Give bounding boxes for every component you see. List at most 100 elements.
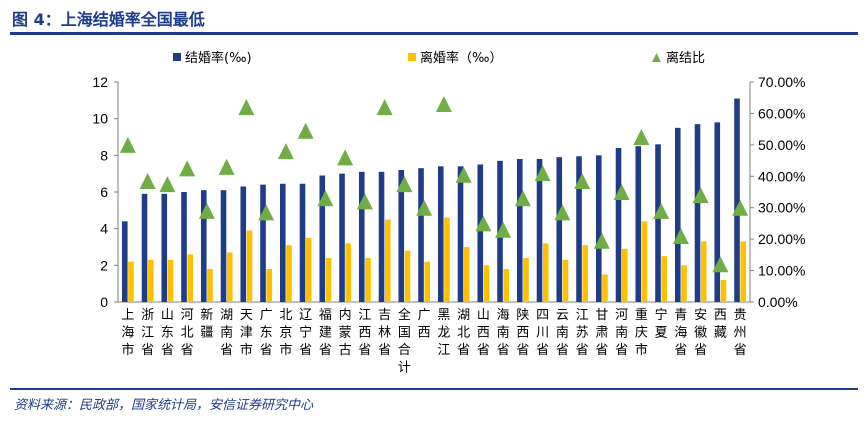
- markers-layer: [119, 96, 749, 273]
- bar-divorce: [523, 258, 529, 302]
- category-label: 福建省: [319, 308, 332, 358]
- category-label: 河南省: [615, 308, 628, 358]
- bar-marriage: [220, 190, 227, 302]
- category-label: 河北省: [181, 308, 194, 358]
- marker-ratio: [218, 158, 235, 175]
- left-tick-label: 10: [92, 111, 108, 127]
- bar-divorce: [444, 217, 450, 302]
- left-tick-label: 0: [100, 294, 108, 310]
- category-label: 江西省: [358, 308, 371, 358]
- bar-divorce: [187, 254, 194, 302]
- marker-ratio: [396, 176, 413, 193]
- bar-marriage: [121, 221, 128, 302]
- marker-ratio: [258, 204, 275, 221]
- bar-divorce: [720, 280, 727, 302]
- marker-ratio: [179, 160, 196, 177]
- category-label: 全国合计: [398, 307, 411, 376]
- legend-label-ratio: 离结比: [666, 50, 705, 66]
- marker-ratio: [435, 96, 452, 112]
- bar-marriage: [734, 98, 740, 302]
- category-label: 吉林省: [378, 308, 391, 358]
- category-label: 四川省: [536, 308, 549, 358]
- bar-marriage: [200, 190, 207, 302]
- marker-ratio: [534, 165, 551, 182]
- bar-divorce: [621, 248, 628, 302]
- category-label: 浙江省: [141, 308, 154, 358]
- left-tick-label: 6: [100, 184, 108, 200]
- marker-ratio: [356, 193, 373, 210]
- bar-marriage: [477, 164, 484, 302]
- category-label: 重庆市: [635, 307, 648, 358]
- right-axis: 0.00% 10.00% 20.00% 30.00% 40.00% 50.00% 60.00…: [749, 74, 805, 310]
- source-divider: [10, 388, 858, 390]
- bar-divorce: [582, 245, 589, 302]
- bar-marriage: [595, 155, 602, 302]
- category-label: 宁夏: [655, 307, 668, 341]
- left-axis: 0 2 4 6 8 10 12: [92, 74, 750, 310]
- category-label: 贵州省: [734, 308, 747, 358]
- category-label: 云南省: [556, 308, 569, 358]
- title-divider: [10, 32, 858, 35]
- category-label: 北京市: [279, 308, 292, 358]
- marker-ratio: [554, 204, 571, 221]
- bar-divorce: [404, 250, 411, 302]
- right-tick-label: 0.00%: [758, 294, 798, 310]
- category-label: 内蒙古: [339, 307, 352, 358]
- legend-marker-ratio: [652, 53, 661, 62]
- bar-marriage: [615, 148, 622, 302]
- bar-divorce: [463, 247, 470, 302]
- marker-ratio: [317, 190, 334, 207]
- category-label: 辽宁省: [299, 308, 312, 358]
- bar-divorce: [246, 230, 253, 302]
- category-label: 天津市: [240, 308, 253, 358]
- bar-divorce: [207, 269, 213, 302]
- bar-marriage: [378, 171, 385, 302]
- marker-ratio: [475, 215, 492, 232]
- marker-ratio: [198, 202, 215, 219]
- marker-ratio: [633, 129, 650, 145]
- bar-marriage: [516, 159, 523, 302]
- marker-ratio: [238, 99, 255, 116]
- category-label: 青海省: [674, 308, 687, 358]
- bar-marriage: [655, 144, 661, 302]
- bar-marriage: [161, 193, 168, 302]
- bar-divorce: [167, 259, 174, 302]
- marker-ratio: [297, 122, 314, 139]
- right-tick-label: 30.00%: [758, 200, 805, 216]
- bar-divorce: [542, 243, 549, 302]
- category-label: 山东省: [161, 308, 174, 358]
- legend: 结婚率(‰) 离婚率（‰） 离结比: [173, 50, 705, 66]
- category-label: 黑龙江: [437, 308, 450, 358]
- category-label: 广西: [418, 308, 431, 341]
- marker-ratio: [593, 232, 610, 249]
- bar-marriage: [358, 171, 365, 302]
- source-note: 资料来源：民政部，国家统计局，安信证券研究中心: [14, 398, 314, 413]
- marker-ratio: [376, 99, 393, 116]
- left-tick-label: 8: [100, 147, 108, 163]
- bar-divorce: [740, 241, 747, 302]
- legend-swatch-divorce: [408, 53, 416, 61]
- marker-ratio: [514, 190, 531, 207]
- bar-marriage: [319, 175, 326, 302]
- right-tick-label: 60.00%: [758, 105, 805, 121]
- left-tick-label: 12: [92, 74, 108, 90]
- bar-divorce: [305, 237, 312, 302]
- legend-label-divorce: 离婚率（‰）: [420, 50, 502, 66]
- category-label: 海南省: [497, 308, 510, 358]
- legend-swatch-marriage: [173, 53, 181, 61]
- left-tick-label: 4: [100, 221, 108, 237]
- marker-ratio: [613, 184, 630, 200]
- bar-divorce: [384, 219, 391, 302]
- bar-marriage: [536, 159, 543, 302]
- category-label: 新疆: [200, 307, 213, 341]
- bar-divorce: [641, 221, 648, 302]
- left-tick-label: 2: [100, 257, 108, 273]
- bar-marriage: [437, 166, 444, 302]
- bar-divorce: [266, 269, 273, 302]
- marker-ratio: [416, 199, 433, 216]
- category-label: 陕西省: [516, 308, 529, 358]
- bar-divorce: [424, 261, 431, 302]
- bar-divorce: [562, 259, 569, 302]
- category-label: 江苏省: [576, 308, 589, 358]
- bar-marriage: [181, 192, 187, 302]
